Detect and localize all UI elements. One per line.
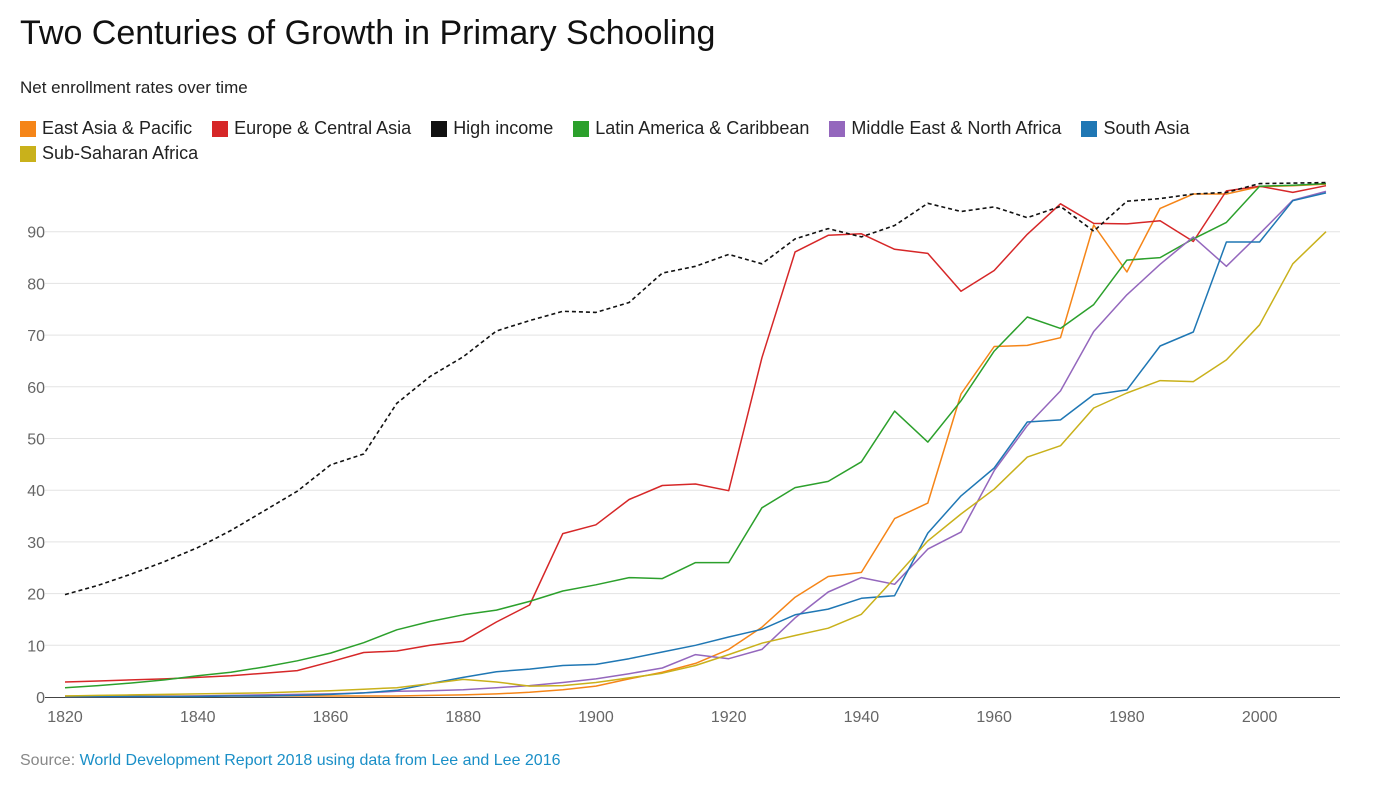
y-tick-label: 0 xyxy=(36,690,45,707)
source-prefix: Source: xyxy=(20,752,80,769)
legend-label: Latin America & Caribbean xyxy=(595,118,810,138)
series-line-east-asia-pacific[interactable] xyxy=(65,183,1327,697)
x-tick-label: 1840 xyxy=(180,709,216,726)
x-tick-label: 1980 xyxy=(1109,709,1145,726)
x-tick-label: 1960 xyxy=(976,709,1012,726)
y-tick-label: 80 xyxy=(27,276,45,293)
y-tick-label: 30 xyxy=(27,535,45,552)
source-link[interactable]: World Development Report 2018 using data… xyxy=(79,752,561,769)
y-tick-label: 20 xyxy=(27,587,45,604)
x-tick-label: 1820 xyxy=(47,709,83,726)
legend-swatch xyxy=(573,120,590,137)
gridlines xyxy=(45,231,1340,646)
legend-swatch xyxy=(1081,120,1098,137)
y-tick-label: 40 xyxy=(27,483,45,500)
series-line-south-asia[interactable] xyxy=(65,192,1327,698)
series-line-high-income[interactable] xyxy=(64,181,1327,596)
series-line-sub-saharan-africa[interactable] xyxy=(64,231,1327,697)
y-tick-label: 70 xyxy=(27,328,45,345)
series-lines xyxy=(64,181,1327,698)
legend-item[interactable]: Europe & Central Asia xyxy=(212,118,412,138)
x-tick-label: 1880 xyxy=(445,709,481,726)
source-note: Source: World Development Report 2018 us… xyxy=(20,752,561,770)
x-axis-tick-labels: 1820 1840 1860 1880 1900 1920 1940 1960 1980 2000 xyxy=(47,709,1277,726)
y-axis-tick-labels: 0 10 20 30 40 50 60 70 80 90 xyxy=(27,225,45,707)
chart-subtitle: Net enrollment rates over time xyxy=(20,78,248,97)
legend: East Asia & Pacific Europe & Central Asia… xyxy=(20,118,1350,163)
legend-label: East Asia & Pacific xyxy=(42,118,193,138)
x-tick-label: 1920 xyxy=(711,709,747,726)
legend-item[interactable]: High income xyxy=(431,118,554,138)
legend-swatch xyxy=(20,120,36,137)
y-tick-label: 10 xyxy=(27,638,45,655)
legend-swatch xyxy=(20,145,36,162)
series-line-latin-america-caribbean[interactable] xyxy=(64,182,1327,689)
legend-label: High income xyxy=(453,118,554,138)
series-line-middle-east-north-africa[interactable] xyxy=(65,190,1327,698)
legend-swatch xyxy=(829,120,846,137)
chart-title: Two Centuries of Growth in Primary Schoo… xyxy=(20,14,716,52)
x-tick-label: 1860 xyxy=(313,709,349,726)
legend-label: Middle East & North Africa xyxy=(851,118,1062,138)
legend-item[interactable]: South Asia xyxy=(1081,118,1190,138)
legend-item[interactable]: East Asia & Pacific xyxy=(20,118,193,138)
y-tick-label: 90 xyxy=(27,225,45,242)
y-tick-label: 60 xyxy=(27,380,45,397)
x-tick-label: 1900 xyxy=(578,709,614,726)
legend-item[interactable]: Latin America & Caribbean xyxy=(573,118,810,138)
legend-swatch xyxy=(431,120,448,137)
legend-label: South Asia xyxy=(1103,118,1190,138)
series-line-europe-central-asia[interactable] xyxy=(64,184,1327,683)
legend-label: Sub-Saharan Africa xyxy=(42,143,199,163)
y-tick-label: 50 xyxy=(27,432,45,449)
legend-item[interactable]: Sub-Saharan Africa xyxy=(20,143,199,163)
legend-swatch xyxy=(212,120,229,137)
legend-label: Europe & Central Asia xyxy=(234,118,412,138)
x-tick-label: 1940 xyxy=(844,709,880,726)
x-tick-label: 2000 xyxy=(1242,709,1278,726)
legend-item[interactable]: Middle East & North Africa xyxy=(829,118,1062,138)
